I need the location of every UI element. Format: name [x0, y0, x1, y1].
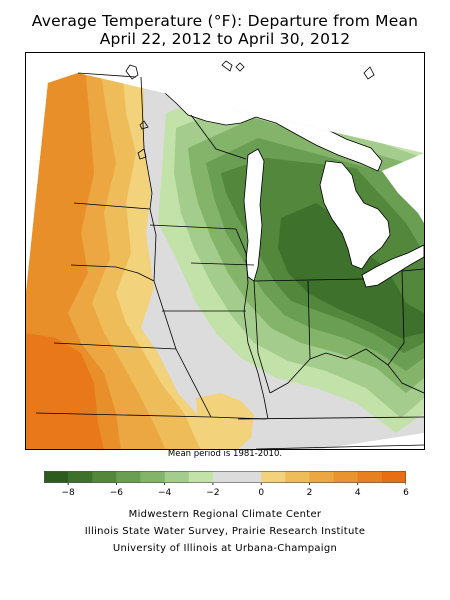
state-boundaries	[35, 72, 424, 449]
canada-ontario-region	[382, 153, 424, 223]
mo-eastern-border	[175, 348, 212, 418]
legend-tick-label: 6	[403, 488, 409, 498]
canadian-lake-1	[221, 60, 233, 72]
legend-swatch	[261, 471, 286, 483]
legend-swatch	[381, 471, 406, 483]
mean-period-note: Mean period is 1981-2010.	[167, 449, 283, 459]
mille-lacs-lake	[139, 120, 149, 130]
legend-tick-label: 0	[258, 488, 265, 498]
cool-contour-6	[278, 203, 424, 338]
lake-huron	[319, 160, 391, 270]
color-legend	[44, 471, 406, 485]
il-in-border	[253, 280, 271, 394]
legend-swatch	[92, 471, 117, 483]
legend-swatch	[309, 471, 334, 483]
lake-michigan	[243, 148, 265, 282]
legend-swatch	[212, 471, 238, 483]
legend-swatch	[44, 471, 69, 483]
ne-ks-border	[53, 342, 177, 350]
temperature-departure-map	[25, 52, 425, 450]
us-canada-border	[77, 72, 137, 78]
legend-swatch	[357, 471, 383, 483]
temperature-shading	[26, 73, 424, 449]
lake-nipigon	[363, 66, 375, 80]
legend-swatch	[140, 471, 165, 483]
lake-of-the-woods	[125, 64, 139, 80]
map-canvas	[26, 53, 424, 449]
canadian-lake-2	[235, 62, 245, 72]
warm-contour-6	[26, 333, 104, 449]
legend-swatch	[333, 471, 359, 483]
credit-mrcc: Midwestern Regional Climate Center	[128, 509, 322, 520]
legend-tick-label: 2	[306, 488, 313, 498]
ky-tn-border	[237, 416, 424, 420]
legend-swatch	[116, 471, 141, 483]
neutral-mississippi-valley	[216, 373, 376, 449]
oh-eastern-border	[387, 270, 405, 366]
nd-sd-border	[73, 202, 151, 210]
legend-tick-label: −6	[109, 488, 124, 498]
legend-tick-label: −2	[206, 488, 220, 498]
legend-tick-label: −8	[61, 488, 75, 498]
mn-ia-border	[149, 224, 237, 230]
in-oh-border	[307, 280, 311, 360]
legend-swatch	[285, 471, 310, 483]
ks-ok-border	[35, 412, 212, 418]
map-date-range: April 22, 2012 to April 30, 2012	[99, 30, 351, 48]
legend-swatch	[237, 471, 262, 483]
map-title: Average Temperature (°F): Departure from…	[31, 12, 419, 30]
canada-region	[78, 53, 424, 153]
warm-lobe-southeast-missouri	[196, 393, 254, 449]
ky-va-border	[387, 364, 424, 394]
legend-swatch	[164, 471, 190, 483]
wi-il-border	[190, 262, 255, 266]
legend-swatch	[68, 471, 93, 483]
credit-isws: Illinois State Water Survey, Prairie Res…	[84, 526, 366, 537]
pa-ny-border	[401, 268, 424, 272]
lake-erie	[361, 244, 424, 288]
upper-red-lake	[137, 148, 147, 160]
ohio-river-line	[269, 348, 389, 394]
credit-uiuc: University of Illinois at Urbana-Champai…	[112, 543, 338, 554]
sd-ne-border	[70, 264, 155, 282]
minor-lakes	[125, 60, 375, 160]
legend-tick-label: −4	[158, 488, 172, 498]
mississippi-river-line	[235, 228, 269, 420]
wi-mi-upper-border	[190, 114, 247, 160]
tn-southern-border	[255, 444, 424, 449]
ia-western-border	[149, 208, 177, 350]
legend-swatch	[188, 471, 214, 483]
mi-in-oh-border	[253, 278, 365, 282]
mn-western-border	[140, 76, 153, 210]
legend-tick-label: 4	[354, 488, 361, 498]
legend-outline	[44, 471, 406, 483]
